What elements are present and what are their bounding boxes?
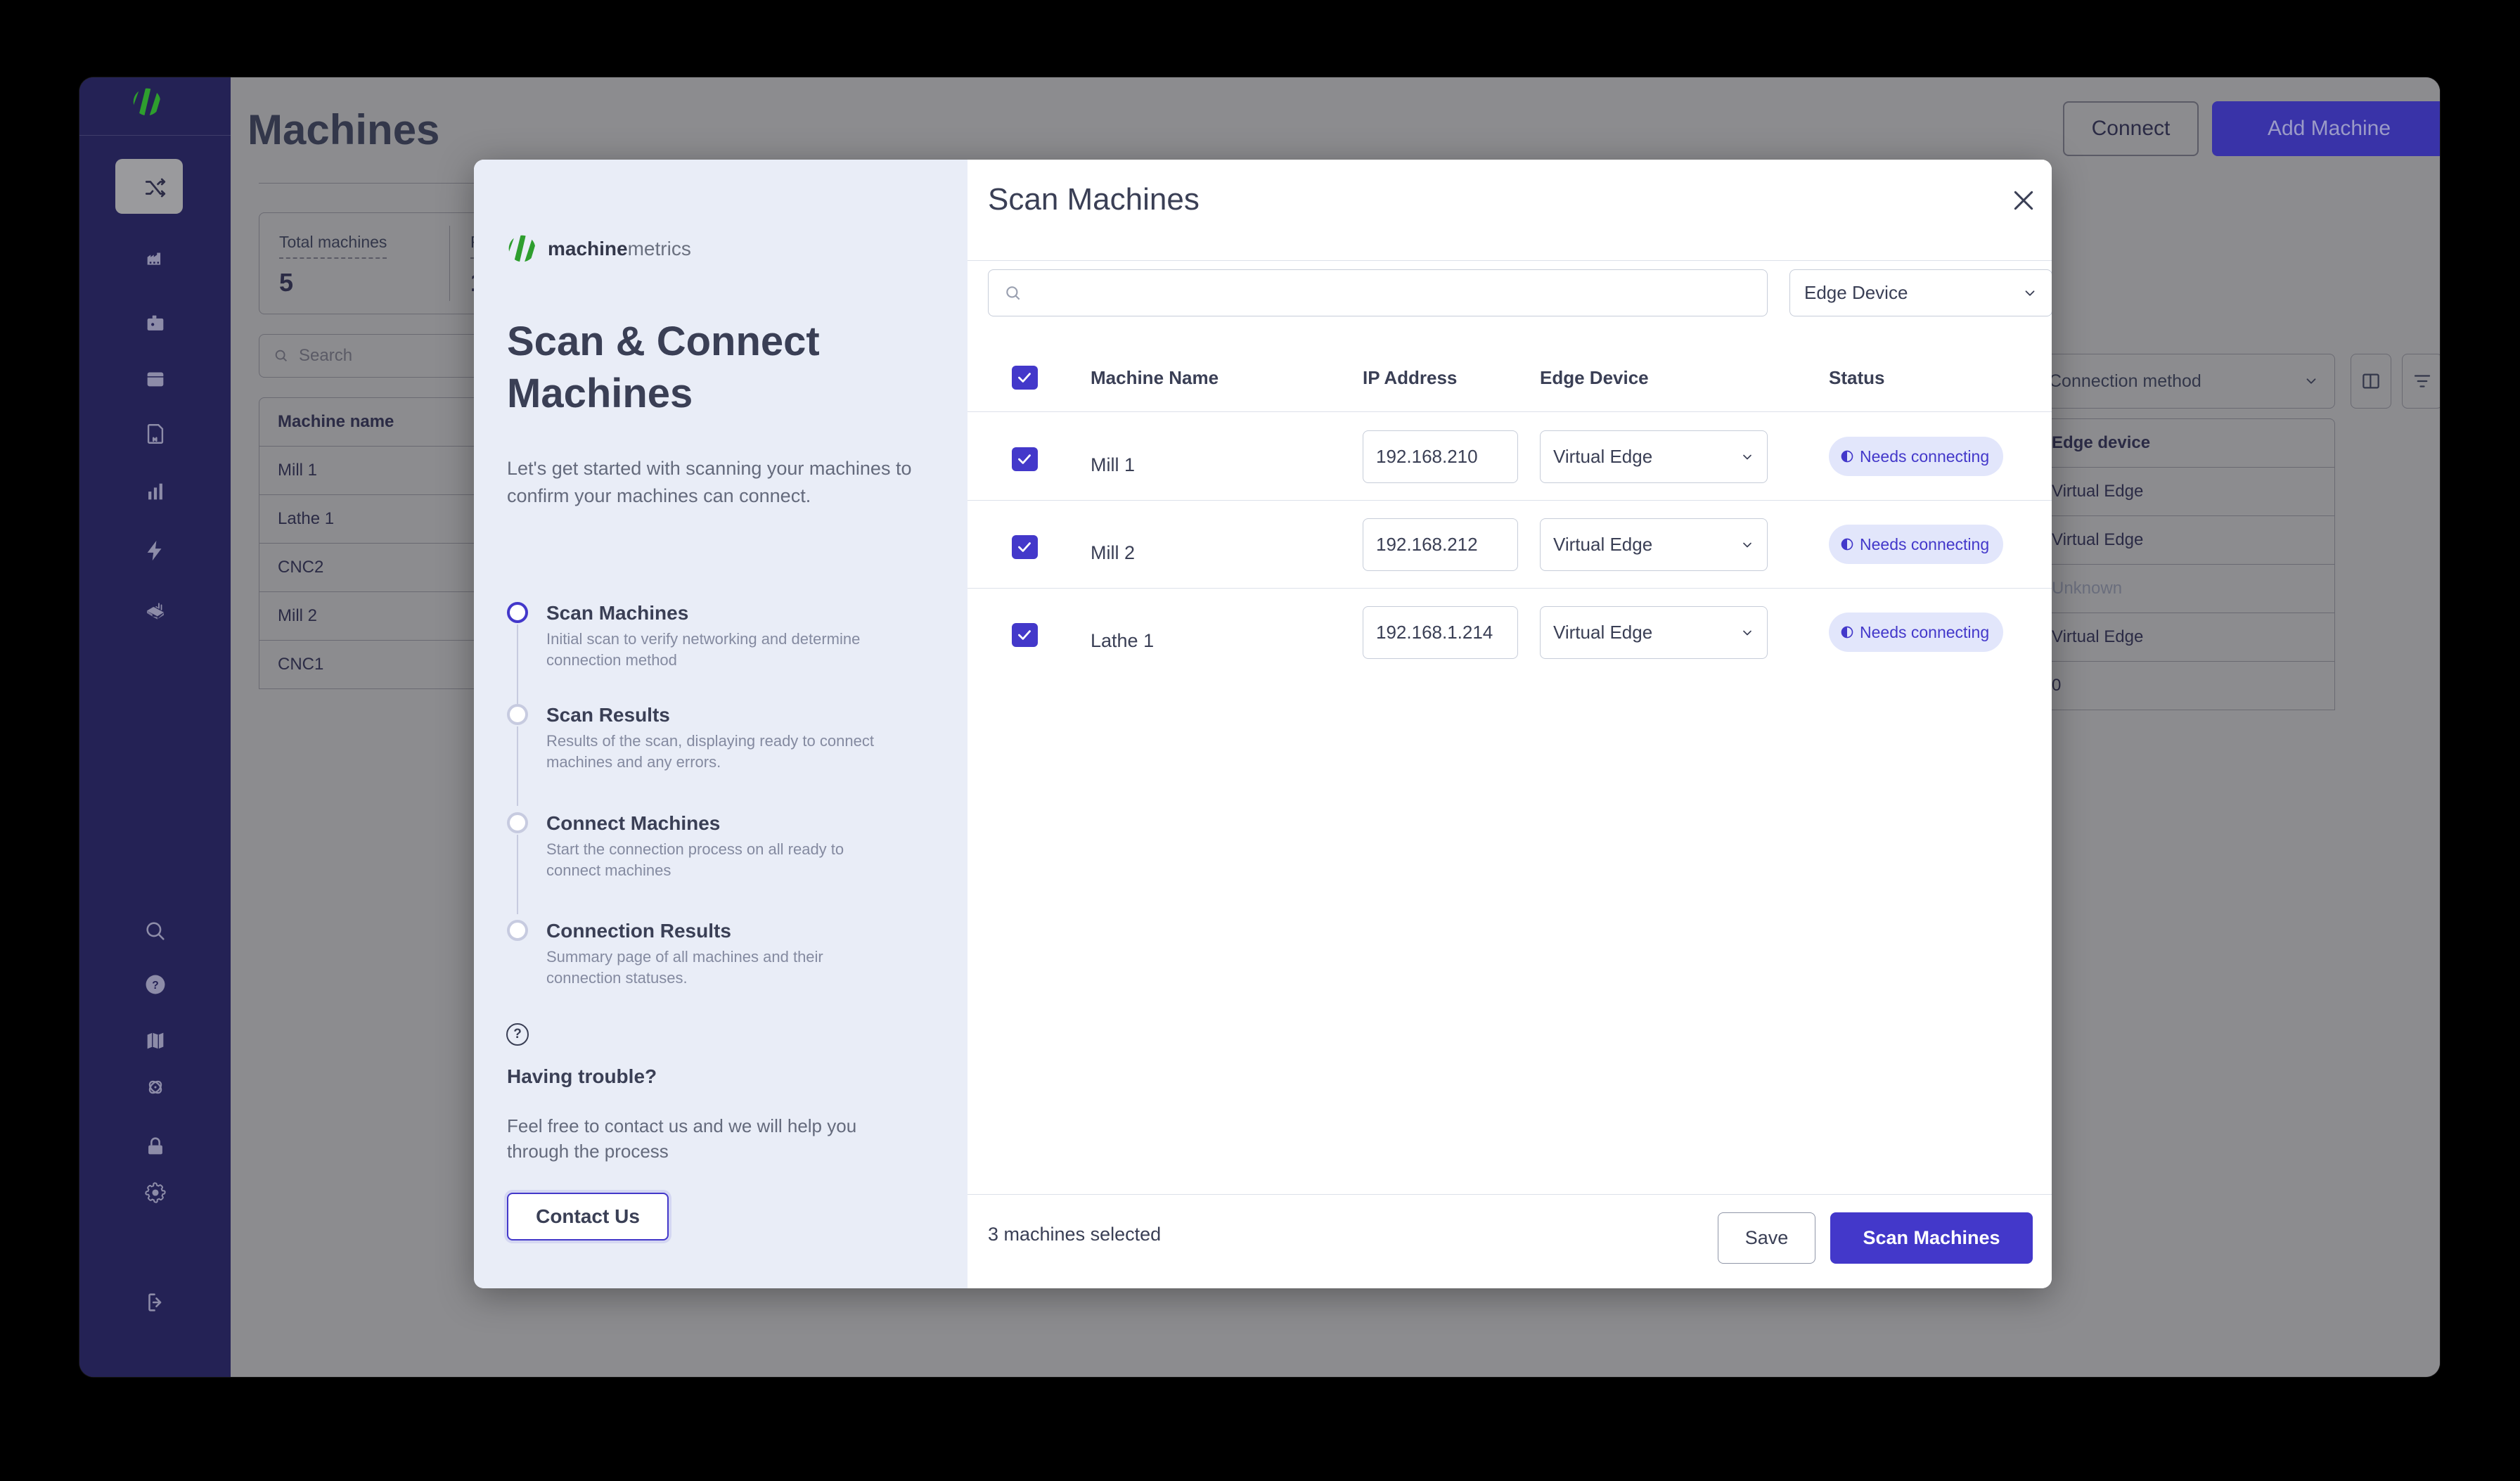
svg-text:?: ?	[152, 980, 159, 992]
